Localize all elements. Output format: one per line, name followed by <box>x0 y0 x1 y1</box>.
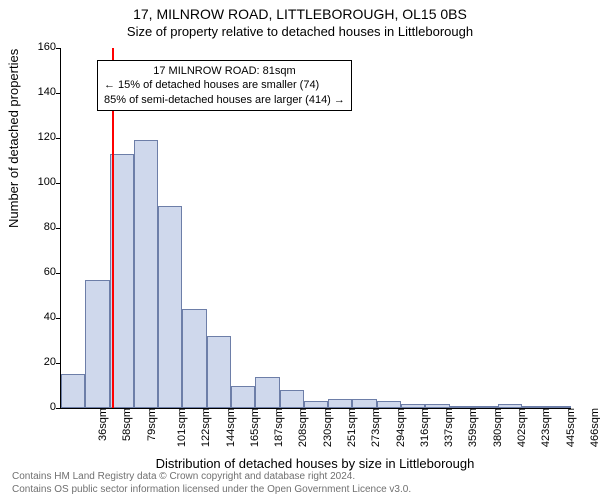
x-tick-label: 273sqm <box>370 408 382 447</box>
y-tick-label: 80 <box>16 221 56 233</box>
plot-area: 02040608010012014016036sqm58sqm79sqm101s… <box>60 48 571 409</box>
x-tick-label: 165sqm <box>249 408 261 447</box>
x-tick-label: 380sqm <box>492 408 504 447</box>
x-tick-label: 230sqm <box>322 408 334 447</box>
histogram-bar <box>280 390 304 408</box>
y-tick-mark <box>56 363 61 364</box>
x-tick-label: 208sqm <box>298 408 310 447</box>
histogram-bar <box>304 401 328 408</box>
y-tick-label: 40 <box>16 311 56 323</box>
x-tick-label: 122sqm <box>200 408 212 447</box>
y-tick-mark <box>56 93 61 94</box>
x-tick-label: 359sqm <box>468 408 480 447</box>
y-tick-mark <box>56 273 61 274</box>
y-tick-label: 20 <box>16 356 56 368</box>
annotation-box: 17 MILNROW ROAD: 81sqm ← 15% of detached… <box>97 60 352 111</box>
histogram-bar <box>328 399 352 408</box>
histogram-bar <box>498 404 522 409</box>
histogram-bar <box>474 406 498 408</box>
y-tick-mark <box>56 408 61 409</box>
x-tick-label: 144sqm <box>225 408 237 447</box>
histogram-bar <box>450 406 474 408</box>
histogram-bar <box>85 280 109 408</box>
histogram-bar <box>158 206 182 409</box>
x-tick-label: 466sqm <box>589 408 600 447</box>
annotation-line-2: ← 15% of detached houses are smaller (74… <box>104 78 345 92</box>
y-tick-label: 60 <box>16 266 56 278</box>
x-tick-label: 187sqm <box>273 408 285 447</box>
y-tick-label: 140 <box>16 86 56 98</box>
x-tick-label: 337sqm <box>443 408 455 447</box>
x-tick-label: 402sqm <box>516 408 528 447</box>
x-tick-label: 79sqm <box>146 408 158 441</box>
x-tick-label: 251sqm <box>346 408 358 447</box>
histogram-bar <box>207 336 231 408</box>
histogram-bar <box>231 386 255 409</box>
y-tick-label: 100 <box>16 176 56 188</box>
x-tick-label: 58sqm <box>121 408 133 441</box>
histogram-bar <box>522 406 546 408</box>
x-tick-label: 294sqm <box>395 408 407 447</box>
histogram-bar <box>134 140 158 408</box>
chart-subtitle: Size of property relative to detached ho… <box>0 24 600 39</box>
y-tick-mark <box>56 48 61 49</box>
y-tick-label: 0 <box>16 401 56 413</box>
chart-title: 17, MILNROW ROAD, LITTLEBOROUGH, OL15 0B… <box>0 6 600 22</box>
y-tick-label: 120 <box>16 131 56 143</box>
histogram-bar <box>61 374 85 408</box>
y-tick-mark <box>56 183 61 184</box>
y-tick-mark <box>56 138 61 139</box>
x-tick-label: 423sqm <box>540 408 552 447</box>
histogram-bar <box>352 399 376 408</box>
histogram-bar <box>425 404 449 409</box>
annotation-line-3: 85% of semi-detached houses are larger (… <box>104 93 345 107</box>
x-tick-label: 36sqm <box>97 408 109 441</box>
histogram-bar <box>401 404 425 409</box>
y-tick-mark <box>56 318 61 319</box>
histogram-bar <box>255 377 279 409</box>
histogram-bar <box>377 401 401 408</box>
annotation-line-1: 17 MILNROW ROAD: 81sqm <box>104 64 345 78</box>
chart-container: 17, MILNROW ROAD, LITTLEBOROUGH, OL15 0B… <box>0 0 600 500</box>
y-tick-label: 160 <box>16 41 56 53</box>
footer-line-1: Contains HM Land Registry data © Crown c… <box>12 471 411 484</box>
x-tick-label: 316sqm <box>419 408 431 447</box>
histogram-bar <box>182 309 206 408</box>
y-tick-mark <box>56 228 61 229</box>
x-axis-label: Distribution of detached houses by size … <box>60 456 570 471</box>
x-tick-label: 101sqm <box>176 408 188 447</box>
footer: Contains HM Land Registry data © Crown c… <box>12 471 411 496</box>
footer-line-2: Contains OS public sector information li… <box>12 484 411 497</box>
x-tick-label: 445sqm <box>565 408 577 447</box>
histogram-bar <box>547 406 571 408</box>
